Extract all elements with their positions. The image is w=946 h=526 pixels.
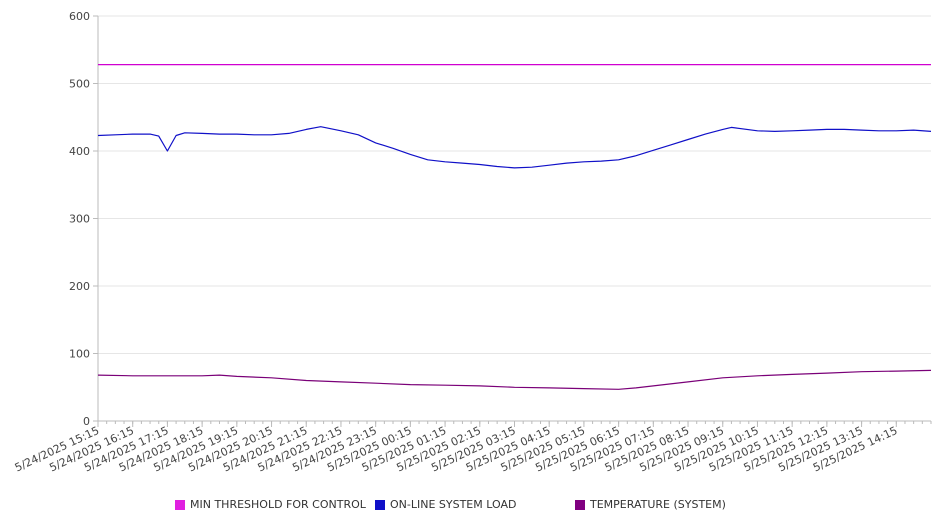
series-line-temperature: [97, 369, 932, 390]
x-axis-ticks: 5/24/2025 15:155/24/2025 16:155/24/2025 …: [13, 421, 932, 474]
legend-swatch-load: [375, 499, 385, 510]
legend-label-temperature: TEMPERATURE (SYSTEM): [590, 498, 726, 511]
y-tick-label: 500: [69, 78, 90, 91]
y-tick-label: 600: [69, 10, 90, 23]
grid-lines: [98, 15, 931, 422]
y-tick-label: 100: [69, 348, 90, 361]
series-line-load: [97, 126, 932, 169]
legend-item-threshold: MIN THRESHOLD FOR CONTROL: [175, 498, 366, 511]
y-tick-label: 300: [69, 213, 90, 226]
legend-swatch-threshold: [175, 499, 185, 510]
y-tick-label: 200: [69, 280, 90, 293]
legend: MIN THRESHOLD FOR CONTROL ON-LINE SYSTEM…: [0, 498, 946, 516]
legend-item-load: ON-LINE SYSTEM LOAD: [375, 498, 516, 511]
legend-label-load: ON-LINE SYSTEM LOAD: [390, 498, 517, 511]
y-tick-label: 400: [69, 145, 90, 158]
legend-swatch-temperature: [575, 499, 585, 510]
series-lines: [97, 63, 932, 390]
y-axis-ticks: 0 100 200 300 400 500 600: [69, 10, 98, 428]
y-tick-label: 0: [83, 415, 90, 428]
legend-label-threshold: MIN THRESHOLD FOR CONTROL: [190, 498, 366, 511]
legend-item-temperature: TEMPERATURE (SYSTEM): [575, 498, 726, 511]
